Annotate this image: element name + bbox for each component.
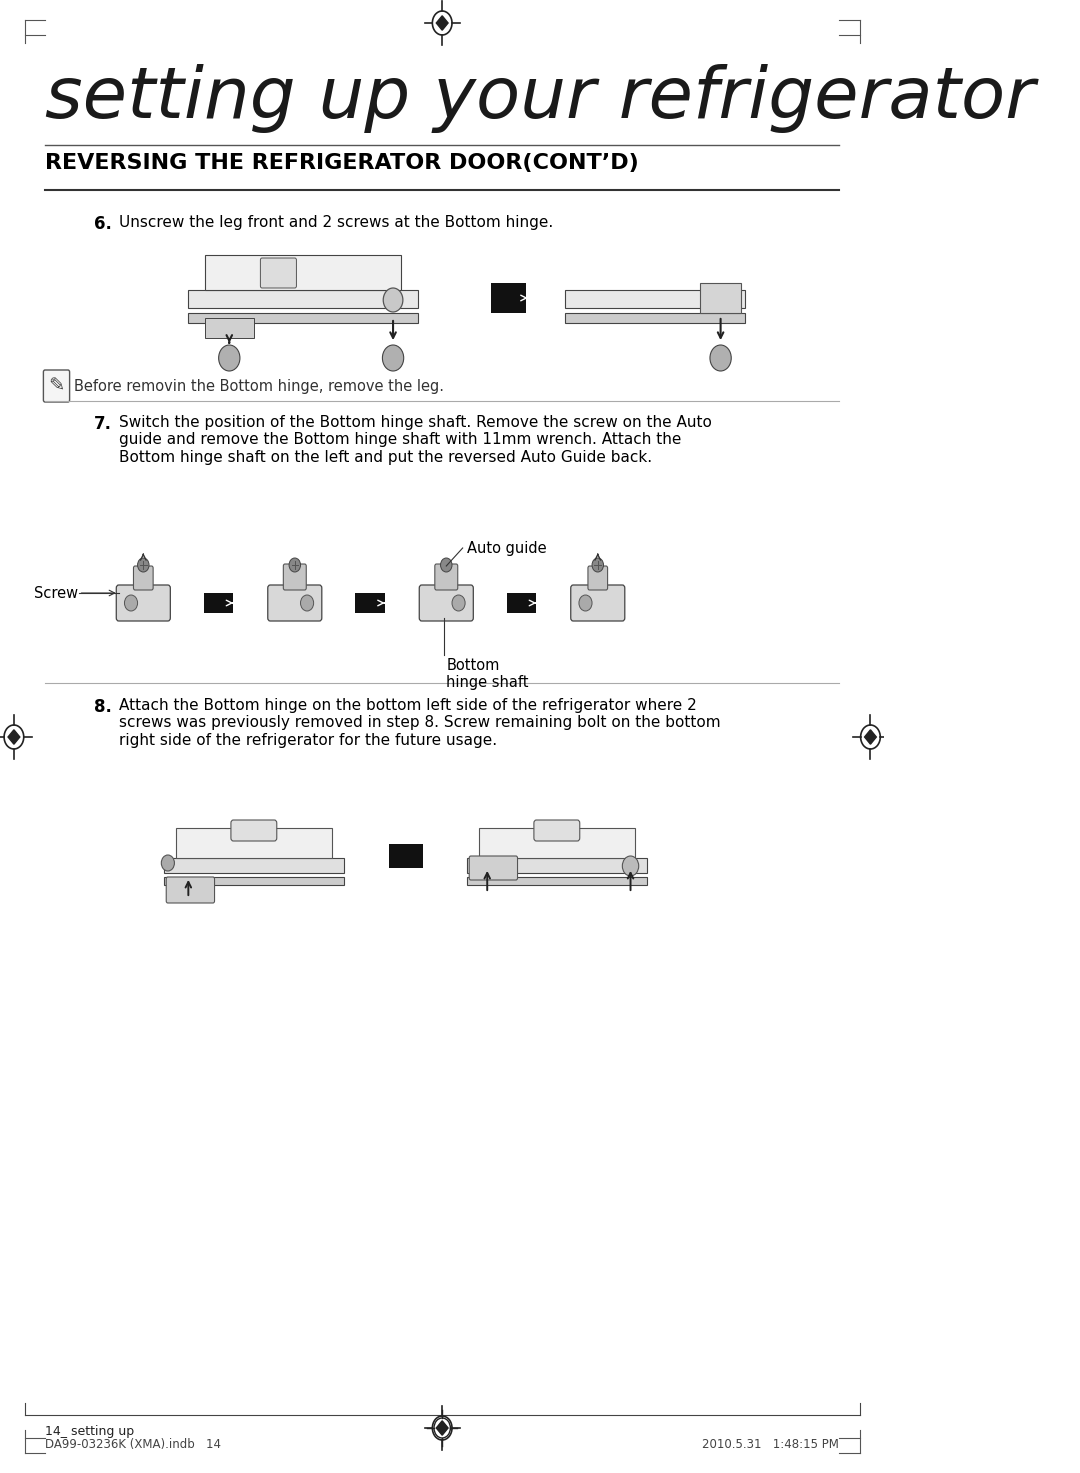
FancyBboxPatch shape [176, 828, 332, 857]
FancyBboxPatch shape [260, 258, 296, 289]
Circle shape [137, 558, 149, 572]
FancyBboxPatch shape [565, 312, 745, 323]
Circle shape [441, 558, 453, 572]
FancyBboxPatch shape [188, 290, 418, 308]
Text: Attach the Bottom hinge on the bottom left side of the refrigerator where 2
scre: Attach the Bottom hinge on the bottom le… [119, 698, 720, 748]
FancyBboxPatch shape [204, 594, 233, 613]
Polygon shape [865, 729, 876, 744]
FancyBboxPatch shape [700, 283, 741, 312]
FancyBboxPatch shape [205, 255, 402, 290]
Circle shape [124, 595, 137, 611]
Circle shape [592, 558, 604, 572]
FancyBboxPatch shape [164, 857, 343, 873]
FancyBboxPatch shape [467, 876, 647, 885]
Circle shape [289, 558, 300, 572]
Text: REVERSING THE REFRIGERATOR DOOR(CONT’D): REVERSING THE REFRIGERATOR DOOR(CONT’D) [45, 153, 638, 172]
Circle shape [300, 595, 313, 611]
FancyBboxPatch shape [389, 844, 423, 868]
FancyBboxPatch shape [480, 828, 635, 857]
FancyBboxPatch shape [164, 876, 343, 885]
FancyBboxPatch shape [231, 820, 276, 841]
Polygon shape [437, 1421, 447, 1435]
FancyBboxPatch shape [268, 585, 322, 622]
Polygon shape [436, 1421, 448, 1435]
Polygon shape [8, 729, 19, 744]
FancyBboxPatch shape [134, 566, 153, 591]
Text: setting up your refrigerator: setting up your refrigerator [45, 63, 1035, 133]
Polygon shape [436, 16, 448, 31]
FancyBboxPatch shape [166, 876, 215, 903]
Circle shape [710, 345, 731, 371]
Text: 8.: 8. [94, 698, 112, 716]
FancyBboxPatch shape [419, 585, 473, 622]
FancyBboxPatch shape [565, 290, 745, 308]
Circle shape [161, 854, 174, 871]
Text: 14_ setting up: 14_ setting up [45, 1424, 134, 1438]
Text: Unscrew the leg front and 2 screws at the Bottom hinge.: Unscrew the leg front and 2 screws at th… [119, 215, 553, 230]
FancyBboxPatch shape [435, 564, 458, 591]
Circle shape [579, 595, 592, 611]
FancyBboxPatch shape [205, 318, 254, 337]
FancyBboxPatch shape [588, 566, 608, 591]
Text: Before removin the Bottom hinge, remove the leg.: Before removin the Bottom hinge, remove … [73, 379, 444, 393]
Text: 7.: 7. [94, 415, 112, 433]
Text: Bottom
hinge shaft: Bottom hinge shaft [446, 658, 529, 691]
FancyBboxPatch shape [491, 283, 526, 312]
FancyBboxPatch shape [283, 564, 307, 591]
FancyBboxPatch shape [117, 585, 171, 622]
Circle shape [218, 345, 240, 371]
Text: Switch the position of the Bottom hinge shaft. Remove the screw on the Auto
guid: Switch the position of the Bottom hinge … [119, 415, 712, 465]
Text: Screw: Screw [33, 585, 78, 601]
FancyBboxPatch shape [355, 594, 384, 613]
FancyBboxPatch shape [507, 594, 537, 613]
FancyBboxPatch shape [534, 820, 580, 841]
Text: 2010.5.31   1:48:15 PM: 2010.5.31 1:48:15 PM [702, 1438, 839, 1451]
Text: 6.: 6. [94, 215, 112, 233]
FancyBboxPatch shape [467, 857, 647, 873]
Circle shape [453, 595, 465, 611]
Text: Auto guide: Auto guide [467, 541, 546, 555]
FancyBboxPatch shape [570, 585, 625, 622]
Circle shape [382, 345, 404, 371]
FancyBboxPatch shape [188, 312, 418, 323]
Circle shape [383, 289, 403, 312]
Text: DA99-03236K (XMA).indb   14: DA99-03236K (XMA).indb 14 [45, 1438, 221, 1451]
FancyBboxPatch shape [43, 370, 69, 402]
FancyBboxPatch shape [469, 856, 517, 879]
Circle shape [622, 856, 638, 876]
Text: ✎: ✎ [49, 377, 65, 395]
